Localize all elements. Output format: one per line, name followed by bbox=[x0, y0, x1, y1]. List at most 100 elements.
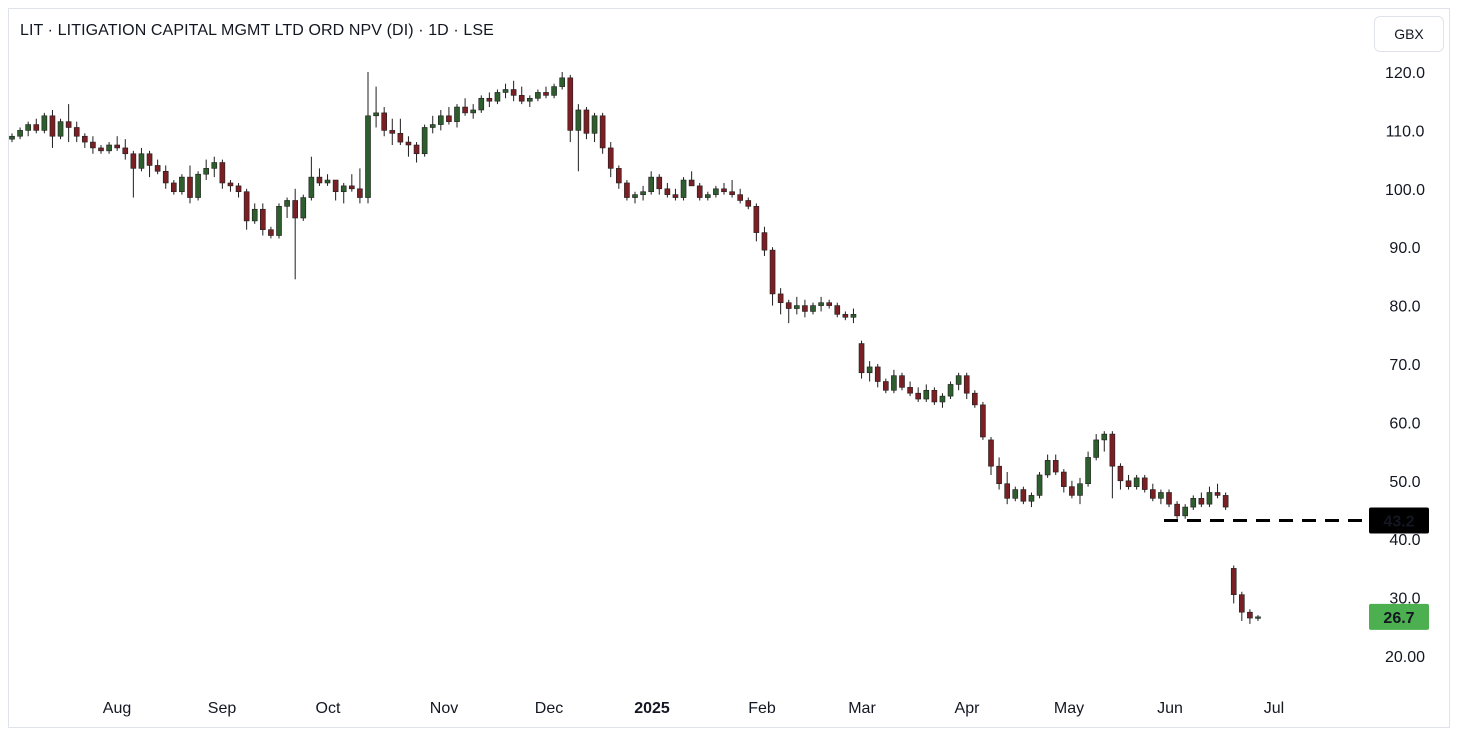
candle bbox=[899, 372, 905, 391]
x-tick-label: Sep bbox=[208, 700, 237, 717]
y-tick-label: 30.0 bbox=[1389, 591, 1420, 608]
candle bbox=[648, 171, 654, 195]
candle bbox=[340, 182, 347, 204]
candle bbox=[1158, 489, 1164, 505]
candle-body bbox=[1182, 506, 1188, 517]
candle-body bbox=[340, 185, 347, 193]
candle-body bbox=[1158, 492, 1164, 499]
candle bbox=[1166, 489, 1172, 508]
candle bbox=[688, 171, 695, 187]
candle bbox=[17, 127, 23, 140]
y-tick-label: 110.0 bbox=[1386, 123, 1425, 140]
candle bbox=[607, 142, 614, 178]
candle bbox=[931, 387, 938, 405]
candle-body bbox=[1247, 611, 1253, 619]
candle bbox=[1150, 483, 1156, 502]
candle bbox=[777, 288, 784, 315]
candle bbox=[713, 185, 719, 198]
candle-body bbox=[227, 182, 234, 187]
candle bbox=[292, 188, 298, 280]
candle bbox=[1069, 480, 1075, 499]
candle bbox=[41, 112, 48, 134]
candles-group bbox=[9, 72, 1261, 624]
candle bbox=[1214, 483, 1221, 499]
candle bbox=[478, 95, 485, 113]
candle bbox=[1044, 454, 1051, 478]
candle-body bbox=[25, 124, 31, 131]
candle bbox=[721, 182, 727, 195]
candle bbox=[729, 180, 735, 198]
candle-body bbox=[9, 135, 15, 140]
candle-body bbox=[1117, 465, 1124, 482]
candle-body bbox=[478, 97, 485, 111]
candle bbox=[680, 177, 687, 201]
y-tick-label: 70.0 bbox=[1389, 357, 1420, 374]
candle-body bbox=[429, 124, 436, 128]
candle bbox=[429, 115, 436, 134]
candle bbox=[9, 133, 15, 143]
candle bbox=[25, 121, 31, 137]
candle-body bbox=[761, 232, 768, 251]
candle bbox=[551, 83, 557, 99]
candle-body bbox=[721, 188, 727, 193]
candle bbox=[1206, 486, 1213, 508]
candle bbox=[187, 165, 193, 204]
y-tick-label: 40.0 bbox=[1389, 532, 1420, 549]
candle-body bbox=[543, 92, 549, 96]
candle bbox=[1101, 431, 1108, 452]
candle-body bbox=[1044, 460, 1051, 476]
candle-body bbox=[1125, 480, 1132, 487]
candle-body bbox=[413, 144, 420, 155]
candle-body bbox=[567, 77, 574, 131]
candle-body bbox=[616, 168, 622, 184]
candle bbox=[49, 109, 56, 148]
candle-body bbox=[235, 185, 242, 193]
candle-body bbox=[672, 194, 679, 198]
candle bbox=[98, 145, 104, 154]
candle bbox=[1036, 472, 1043, 499]
candle bbox=[219, 159, 226, 189]
candle bbox=[591, 112, 598, 143]
candle bbox=[858, 340, 865, 379]
candle bbox=[357, 168, 363, 204]
candle bbox=[389, 118, 396, 145]
candle bbox=[154, 159, 161, 175]
candle-body bbox=[591, 115, 598, 134]
currency-button[interactable]: GBX bbox=[1374, 16, 1444, 52]
candle-body bbox=[1174, 503, 1180, 517]
candle-body bbox=[171, 182, 177, 193]
candle bbox=[211, 156, 218, 178]
candle bbox=[996, 457, 1002, 490]
x-tick-label: Dec bbox=[535, 700, 563, 717]
candle bbox=[65, 104, 72, 143]
candle bbox=[583, 107, 590, 140]
candle-body bbox=[381, 112, 387, 131]
candle-body bbox=[972, 392, 978, 406]
candle bbox=[980, 401, 986, 440]
candle bbox=[171, 180, 177, 195]
candle-body bbox=[486, 97, 493, 102]
candle-body bbox=[1093, 439, 1099, 458]
candle-body bbox=[535, 92, 541, 99]
candle-body bbox=[664, 188, 671, 195]
candle-body bbox=[114, 144, 120, 149]
candle-body bbox=[559, 77, 565, 87]
candle bbox=[397, 118, 404, 145]
candle bbox=[518, 86, 525, 105]
candle bbox=[794, 296, 800, 315]
candle bbox=[462, 98, 468, 116]
candle-body bbox=[915, 392, 921, 400]
candle bbox=[1198, 492, 1205, 508]
candle bbox=[276, 203, 282, 239]
candle-body bbox=[1141, 477, 1148, 490]
candle-body bbox=[1012, 489, 1019, 499]
candle-body bbox=[907, 387, 913, 394]
candle bbox=[963, 372, 970, 400]
candle bbox=[1117, 463, 1124, 490]
candle bbox=[826, 299, 832, 309]
candle bbox=[802, 299, 808, 318]
y-tick-label: 90.0 bbox=[1389, 240, 1420, 257]
candle-body bbox=[130, 153, 137, 169]
candle bbox=[405, 136, 412, 157]
candle-body bbox=[850, 314, 857, 318]
